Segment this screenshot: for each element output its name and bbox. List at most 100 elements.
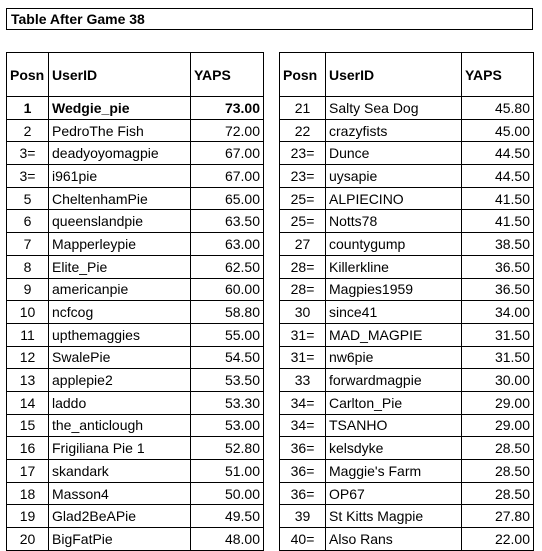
position-cell: 10 xyxy=(6,300,49,324)
position-cell: 36= xyxy=(279,436,326,460)
userid-cell: americanpie xyxy=(48,277,191,302)
userid-cell: BigFatPie xyxy=(48,527,191,551)
table-row: 19 Glad2BeAPie 49.50 xyxy=(6,504,264,529)
position-cell: 25= xyxy=(279,209,326,234)
table-row: 25= Notts78 41.50 xyxy=(279,209,534,234)
position-cell: 7 xyxy=(6,232,49,256)
position-cell: 22 xyxy=(279,118,326,143)
yaps-cell: 72.00 xyxy=(190,118,264,143)
table-row: 33 forwardmagpie 30.00 xyxy=(279,368,534,392)
yaps-cell: 45.00 xyxy=(461,118,534,143)
yaps-cell: 67.00 xyxy=(190,141,264,166)
userid-cell: deadyoyomagpie xyxy=(48,141,191,166)
table-row: 13 applepie2 53.50 xyxy=(6,368,264,392)
position-cell: 6 xyxy=(6,209,49,234)
position-cell: 16 xyxy=(6,436,49,460)
position-cell: 14 xyxy=(6,390,49,415)
userid-cell: Notts78 xyxy=(325,209,462,234)
yaps-cell: 48.00 xyxy=(190,527,264,551)
userid-cell: forwardmagpie xyxy=(325,368,462,392)
position-cell: 34= xyxy=(279,413,326,438)
yaps-cell: 31.50 xyxy=(461,322,534,347)
table-row: 39 St Kitts Magpie 27.80 xyxy=(279,504,534,529)
userid-cell: Dunce xyxy=(325,141,462,166)
position-cell: 1 xyxy=(6,96,49,120)
position-cell: 33 xyxy=(279,368,326,392)
yaps-cell: 63.00 xyxy=(190,232,264,256)
table-row: 7 Mapperleypie 63.00 xyxy=(6,232,264,256)
position-cell: 20 xyxy=(6,527,49,551)
userid-cell: CheltenhamPie xyxy=(48,186,191,211)
yaps-cell: 29.00 xyxy=(461,413,534,438)
table-row: 30 since41 34.00 xyxy=(279,300,534,324)
userid-cell: Killerkline xyxy=(325,254,462,279)
position-cell: 39 xyxy=(279,504,326,529)
userid-cell: ncfcog xyxy=(48,300,191,324)
position-cell: 28= xyxy=(279,277,326,302)
yaps-cell: 65.00 xyxy=(190,186,264,211)
position-cell: 36= xyxy=(279,481,326,506)
position-cell: 8 xyxy=(6,254,49,279)
position-cell: 23= xyxy=(279,164,326,188)
table-row: 36= kelsdyke 28.50 xyxy=(279,436,534,460)
table-row: 3= deadyoyomagpie 67.00 xyxy=(6,141,264,166)
table-row: 18 Masson4 50.00 xyxy=(6,481,264,506)
table-row: 3= i961pie 67.00 xyxy=(6,164,264,188)
table-row: 9 americanpie 60.00 xyxy=(6,277,264,302)
yaps-cell: 53.00 xyxy=(190,413,264,438)
table-row: 25= ALPIECINO 41.50 xyxy=(279,186,534,211)
yaps-cell: 28.50 xyxy=(461,459,534,483)
yaps-cell: 55.00 xyxy=(190,322,264,347)
table-row: 36= Maggie's Farm 28.50 xyxy=(279,459,534,483)
position-cell: 40= xyxy=(279,527,326,551)
userid-cell: Also Rans xyxy=(325,527,462,551)
yaps-cell: 28.50 xyxy=(461,481,534,506)
yaps-cell: 29.00 xyxy=(461,390,534,415)
yaps-cell: 36.50 xyxy=(461,254,534,279)
position-cell: 12 xyxy=(6,345,49,370)
header-yaps: YAPS xyxy=(190,52,264,97)
table-row: 12 SwalePie 54.50 xyxy=(6,345,264,370)
userid-cell: Carlton_Pie xyxy=(325,390,462,415)
userid-cell: Salty Sea Dog xyxy=(325,96,462,120)
table-row: 27 countygump 38.50 xyxy=(279,232,534,256)
table-row: 5 CheltenhamPie 65.00 xyxy=(6,186,264,211)
position-cell: 31= xyxy=(279,322,326,347)
userid-cell: Wedgie_pie xyxy=(48,96,191,120)
yaps-cell: 27.80 xyxy=(461,504,534,529)
position-cell: 31= xyxy=(279,345,326,370)
table-row: 21 Salty Sea Dog 45.80 xyxy=(279,96,534,120)
header-posn: Posn xyxy=(279,52,326,97)
yaps-cell: 49.50 xyxy=(190,504,264,529)
table-row: 34= Carlton_Pie 29.00 xyxy=(279,390,534,415)
userid-cell: queenslandpie xyxy=(48,209,191,234)
position-cell: 3= xyxy=(6,164,49,188)
userid-cell: kelsdyke xyxy=(325,436,462,460)
userid-cell: Magpies1959 xyxy=(325,277,462,302)
table-title: Table After Game 38 xyxy=(6,8,533,30)
userid-cell: upthemaggies xyxy=(48,322,191,347)
table-row: 36= OP67 28.50 xyxy=(279,481,534,506)
header-yaps: YAPS xyxy=(461,52,534,97)
yaps-cell: 53.50 xyxy=(190,368,264,392)
userid-cell: Glad2BeAPie xyxy=(48,504,191,529)
yaps-cell: 50.00 xyxy=(190,481,264,506)
header-posn: Posn xyxy=(6,52,49,97)
userid-cell: St Kitts Magpie xyxy=(325,504,462,529)
header-row: Posn UserID YAPS xyxy=(279,52,534,97)
table-row: 28= Magpies1959 36.50 xyxy=(279,277,534,302)
table-row: 2 PedroThe Fish 72.00 xyxy=(6,118,264,143)
yaps-cell: 45.80 xyxy=(461,96,534,120)
yaps-cell: 22.00 xyxy=(461,527,534,551)
position-cell: 13 xyxy=(6,368,49,392)
userid-cell: Mapperleypie xyxy=(48,232,191,256)
yaps-cell: 41.50 xyxy=(461,209,534,234)
userid-cell: PedroThe Fish xyxy=(48,118,191,143)
yaps-cell: 62.50 xyxy=(190,254,264,279)
userid-cell: crazyfists xyxy=(325,118,462,143)
yaps-cell: 36.50 xyxy=(461,277,534,302)
userid-cell: OP67 xyxy=(325,481,462,506)
userid-cell: i961pie xyxy=(48,164,191,188)
table-row: 6 queenslandpie 63.50 xyxy=(6,209,264,234)
position-cell: 3= xyxy=(6,141,49,166)
